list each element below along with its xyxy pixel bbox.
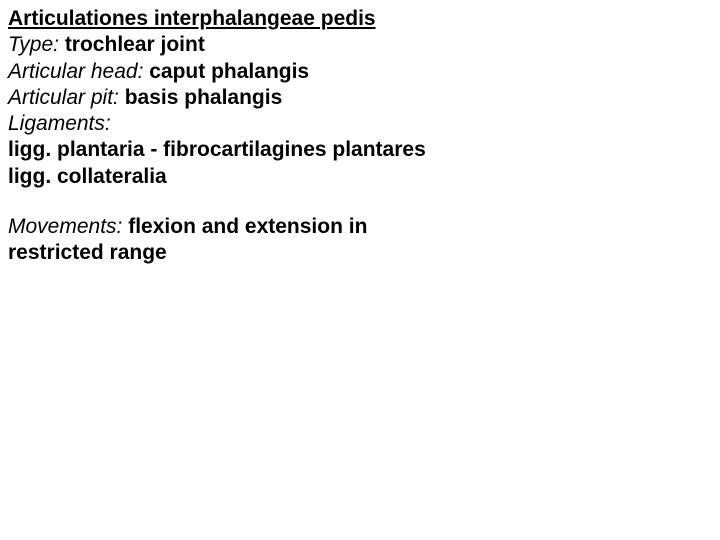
ligament-1-line: ligg. plantaria - fibrocartilagines plan…: [8, 137, 712, 163]
articular-pit-value: basis phalangis: [125, 86, 283, 109]
document-title: Articulationes interphalangeae pedis: [8, 7, 376, 30]
movements-line-2: restricted range: [8, 240, 712, 266]
movements-label: Movements:: [8, 215, 122, 238]
ligaments-label-line: Ligaments:: [8, 111, 712, 137]
articular-head-line: Articular head: caput phalangis: [8, 59, 712, 85]
type-value: trochlear joint: [65, 33, 205, 56]
paragraph-gap: [8, 190, 712, 214]
articular-pit-label: Articular pit:: [8, 86, 119, 109]
articular-head-label: Articular head:: [8, 60, 143, 83]
movements-value-part2: restricted range: [8, 241, 167, 264]
title-line: Articulationes interphalangeae pedis: [8, 6, 712, 32]
ligament-1: ligg. plantaria - fibrocartilagines plan…: [8, 138, 426, 161]
movements-value-part1: flexion and extension in: [128, 215, 367, 238]
type-label: Type:: [8, 33, 59, 56]
ligament-2-line: ligg. collateralia: [8, 164, 712, 190]
movements-line-1: Movements: flexion and extension in: [8, 214, 712, 240]
type-line: Type: trochlear joint: [8, 32, 712, 58]
ligament-2: ligg. collateralia: [8, 165, 167, 188]
articular-pit-line: Articular pit: basis phalangis: [8, 85, 712, 111]
articular-head-value: caput phalangis: [149, 60, 309, 83]
ligaments-label: Ligaments:: [8, 112, 111, 135]
document-body: Articulationes interphalangeae pedis Typ…: [0, 0, 720, 272]
